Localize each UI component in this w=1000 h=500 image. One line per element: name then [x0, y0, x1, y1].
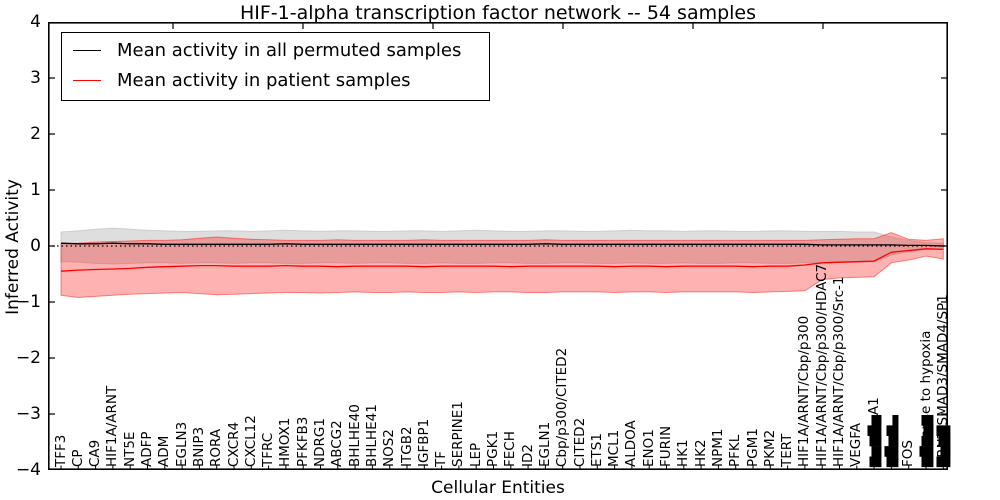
patient-mean-line: [60, 248, 944, 272]
x-tick-label: PGK1: [485, 430, 501, 467]
x-tick-label: FOS: [900, 440, 917, 467]
x-tick-label: TF: [433, 450, 450, 467]
y-tick-label: 1: [30, 180, 41, 200]
x-tick-label: IGFBP1: [415, 418, 432, 467]
red-line-sample-icon: [73, 80, 101, 81]
x-tick-label: EGLN3: [173, 421, 190, 467]
x-tick-label: FECH: [502, 431, 519, 467]
x-tick-label: NPM1: [709, 428, 726, 467]
legend: Mean activity in all permuted samples Me…: [61, 32, 491, 101]
x-tick-label: Cbp/p300/CITED2: [554, 347, 571, 467]
x-tick-label: PFKL: [727, 434, 744, 467]
legend-label: Mean activity in patient samples: [117, 70, 411, 91]
x-tick-label: LEP: [467, 442, 484, 467]
x-tick-label: ▆▅▆▇▅A1: [865, 397, 882, 467]
x-tick-label: CXCL12: [242, 415, 259, 467]
x-tick-label: ▆▇▅▆▃: [882, 415, 899, 467]
x-tick-label: BHLHE41: [363, 404, 380, 467]
permuted-mean-line: [60, 242, 944, 247]
y-tick-label: 0: [30, 236, 41, 256]
x-tick-label: ENO1: [640, 429, 657, 467]
y-tick-label: −3: [15, 404, 41, 424]
black-line-sample-icon: [73, 50, 101, 51]
x-tick-label: ADFP: [139, 431, 155, 467]
y-tick-label: −4: [15, 460, 41, 480]
x-tick-label: HIF1A/ARNT: [104, 385, 121, 467]
legend-label: Mean activity in all permuted samples: [117, 40, 462, 61]
patient-band: [60, 232, 944, 299]
legend-item-permuted: Mean activity in all permuted samples: [73, 40, 461, 61]
y-tick-label: 3: [30, 68, 41, 88]
x-tick-label: EGLN1: [536, 421, 553, 467]
x-tick-label: HK2: [692, 439, 709, 467]
x-tick-label: FURIN: [658, 425, 674, 467]
x-tick-label: ID2: [519, 444, 536, 467]
chart-title: HIF-1-alpha transcription factor network…: [239, 2, 757, 24]
x-tick-label: CITED2: [571, 417, 588, 467]
x-tick-label: HK1: [675, 439, 692, 467]
x-tick-label: ETS1: [588, 433, 605, 467]
x-tick-label: HMOX1: [277, 417, 294, 467]
x-tick-label: ALDOA: [623, 420, 640, 467]
x-tick-label: PKM2: [761, 429, 778, 467]
x-tick-label: MCL1: [606, 429, 623, 467]
x-tick-label: VEGFA: [848, 423, 865, 467]
x-tick-label: NOS2: [381, 429, 398, 467]
x-tick-label: ABCG2: [329, 420, 346, 467]
plot-area: TFF3 CP CA9 HIF1A/ARNT NT5E ADFP ADM EGLN3 BNIP3…: [48, 22, 951, 470]
x-tick-label: HIF1A/ARNT/Cbp/p300/HDAC7: [813, 263, 830, 467]
legend-item-patient: Mean activity in patient samples: [73, 70, 461, 91]
x-axis-label: Cellular Entities: [431, 478, 565, 498]
x-tick-label: PGM1: [744, 428, 761, 467]
x-tick-label: HIF1A/ARNT/Cbp/p300: [796, 315, 813, 467]
x-tick-label: TFRC: [260, 432, 277, 467]
x-tick-label: CXCR4: [225, 421, 242, 467]
x-tick-label: HIF1A/ARNT/Cbp/p300/Src-1: [831, 276, 847, 467]
x-tick-label: BHLHE40: [346, 404, 363, 467]
x-tick-label: TERT: [779, 433, 796, 467]
x-tick-label: CA9: [87, 439, 104, 467]
illegible-overlapping-label: ▆▇▆▅▆: [917, 415, 934, 467]
x-tick-label: ITGB2: [398, 426, 415, 467]
x-tick-label: NT5E: [121, 431, 138, 467]
x-tick-label: BNIP3: [190, 426, 207, 467]
axes-frame: [48, 22, 948, 470]
x-tick-label: SERPINE1: [450, 401, 467, 467]
y-tick-label: 4: [30, 12, 41, 32]
x-tick-label: ADM: [156, 435, 173, 467]
x-tick-label: PFKFB3: [294, 416, 311, 467]
y-tick-label: −1: [15, 292, 41, 312]
chart-canvas: [48, 22, 948, 470]
y-tick-label: 2: [30, 124, 41, 144]
y-tick-label: −2: [15, 348, 41, 368]
x-tick-label: NDRG1: [312, 418, 328, 467]
x-tick-label: CP: [69, 449, 86, 467]
illegible-overlapping-label: ▇▅▆▇: [934, 425, 951, 467]
x-tick-label: RORA: [208, 428, 225, 467]
x-tick-label: TFF3: [52, 434, 69, 467]
